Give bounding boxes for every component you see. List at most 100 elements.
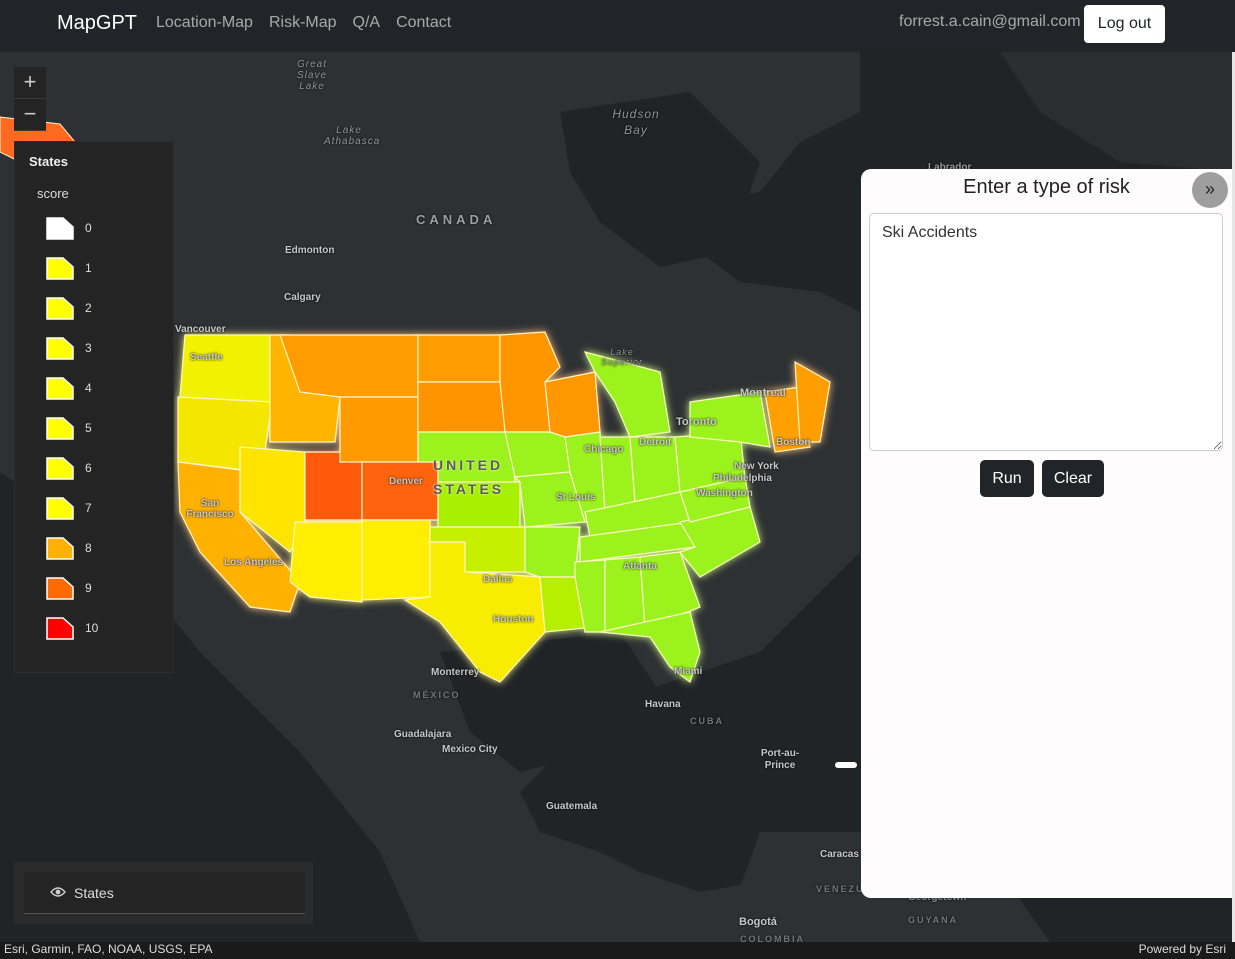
legend-item: 8 <box>45 533 92 563</box>
label-venezuela: VENEZU <box>816 884 865 894</box>
state-wyoming <box>339 396 419 463</box>
label-los-angeles: Los Angeles <box>224 557 284 568</box>
legend-item-label: 10 <box>85 621 99 635</box>
legend-item-label: 4 <box>85 381 92 395</box>
state-washington <box>179 334 271 403</box>
label-port-au-prince: Port-au-Prince <box>760 748 800 771</box>
navbar: MapGPT Location-Map Risk-Map Q/A Contact… <box>0 0 1235 52</box>
nav-link-risk-map[interactable]: Risk-Map <box>268 14 337 31</box>
legend-swatch-icon <box>46 377 74 400</box>
legend-item: 9 <box>45 573 92 603</box>
clear-button[interactable]: Clear <box>1042 460 1104 497</box>
state-arkansas <box>524 526 581 578</box>
legend-item-label: 6 <box>85 461 92 475</box>
eye-icon[interactable] <box>50 885 66 901</box>
brand-logo[interactable]: MapGPT <box>57 12 138 34</box>
state-new-york <box>689 391 771 448</box>
label-bogota: Bogotá <box>739 916 777 928</box>
label-philadelphia: Philadelphia <box>713 473 772 484</box>
state-south-dakota <box>417 381 506 433</box>
zoom-controls: + − <box>14 67 46 131</box>
label-boston: Boston <box>776 437 811 448</box>
label-vancouver: Vancouver <box>175 324 226 335</box>
attribution-powered-by[interactable]: Powered by Esri <box>1138 942 1226 956</box>
layer-item-label: States <box>74 884 114 901</box>
zoom-out-button[interactable]: − <box>14 99 46 131</box>
label-chicago: Chicago <box>584 444 624 455</box>
user-email: forrest.a.cain@gmail.com <box>899 13 1081 30</box>
legend-item: 5 <box>45 413 92 443</box>
states-layer <box>177 331 831 683</box>
layer-item-states[interactable]: States <box>24 872 305 914</box>
state-colorado <box>361 461 439 521</box>
nav-link-contact[interactable]: Contact <box>396 14 452 31</box>
legend-title: States <box>29 154 69 169</box>
label-lake-superior: Lake Superior <box>600 347 644 367</box>
legend-item-label: 9 <box>85 581 92 595</box>
label-guatemala: Guatemala <box>546 801 598 812</box>
label-united: UNITED <box>433 457 504 473</box>
layer-list-panel: States <box>14 862 313 924</box>
legend-item-label: 8 <box>85 541 92 555</box>
state-texas <box>403 541 546 683</box>
state-missouri <box>513 471 586 528</box>
label-new-york: New York <box>734 461 779 472</box>
nav-link-location-map[interactable]: Location-Map <box>156 14 253 31</box>
legend-swatch-icon <box>46 297 74 320</box>
island <box>835 762 857 768</box>
legend-item: 2 <box>45 293 92 323</box>
legend-item: 6 <box>45 453 92 483</box>
logout-button[interactable]: Log out <box>1084 5 1165 43</box>
map-attribution: Esri, Garmin, FAO, NOAA, USGS, EPA Power… <box>0 942 1235 959</box>
legend-swatch-icon <box>46 217 74 240</box>
state-maine <box>794 360 831 443</box>
label-montreal: Montreal <box>740 387 786 399</box>
legend-item-label: 3 <box>85 341 92 355</box>
label-cuba: CUBA <box>690 716 724 726</box>
label-toronto: Toronto <box>676 416 717 428</box>
label-mexico: MÉXICO <box>413 690 461 700</box>
water-hudson <box>560 92 760 267</box>
legend-item-label: 0 <box>85 221 92 235</box>
legend-item: 4 <box>45 373 92 403</box>
label-states: STATES <box>433 481 505 497</box>
legend-panel: States score 0 1 2 3 4 5 6 7 8 9 10 <box>14 141 174 673</box>
label-atlanta: Atlanta <box>623 561 657 572</box>
label-dallas: Dallas <box>483 574 513 585</box>
scrollbar-track <box>1232 52 1235 942</box>
label-mexico-city: Mexico City <box>442 744 498 755</box>
risk-panel: Enter a type of risk » Ski Accidents Run… <box>861 169 1232 898</box>
label-canada: CANADA <box>416 212 497 227</box>
basemap <box>0 52 1235 942</box>
legend-item: 3 <box>45 333 92 363</box>
label-colombia: COLOMBIA <box>740 934 805 942</box>
state-montana <box>279 334 419 398</box>
legend-item: 10 <box>45 613 98 643</box>
legend-swatch-icon <box>46 457 74 480</box>
label-washington: Washington <box>696 488 753 499</box>
state-mississippi <box>574 559 606 633</box>
label-houston: Houston <box>493 614 534 625</box>
state-iowa <box>504 431 571 478</box>
legend-swatch-icon <box>46 417 74 440</box>
state-north-dakota <box>417 334 501 383</box>
collapse-panel-button[interactable]: » <box>1192 172 1228 208</box>
legend-swatch-icon <box>46 617 74 640</box>
run-button[interactable]: Run <box>980 460 1034 497</box>
legend-item-label: 2 <box>85 301 92 315</box>
label-detroit: Detroit <box>639 437 672 448</box>
label-guyana: GUYANA <box>908 915 959 925</box>
legend-swatch-icon <box>46 497 74 520</box>
legend-item-label: 7 <box>85 501 92 515</box>
legend-swatch-icon <box>46 537 74 560</box>
nav-link-qa[interactable]: Q/A <box>352 14 381 31</box>
label-caracas: Caracas <box>820 849 859 860</box>
legend-item: 7 <box>45 493 92 523</box>
zoom-in-button[interactable]: + <box>14 67 46 99</box>
state-florida <box>599 611 701 683</box>
label-denver: Denver <box>389 476 423 487</box>
risk-type-input[interactable]: Ski Accidents <box>869 213 1223 451</box>
legend-swatch-icon <box>46 577 74 600</box>
legend-field-name: score <box>37 186 69 201</box>
